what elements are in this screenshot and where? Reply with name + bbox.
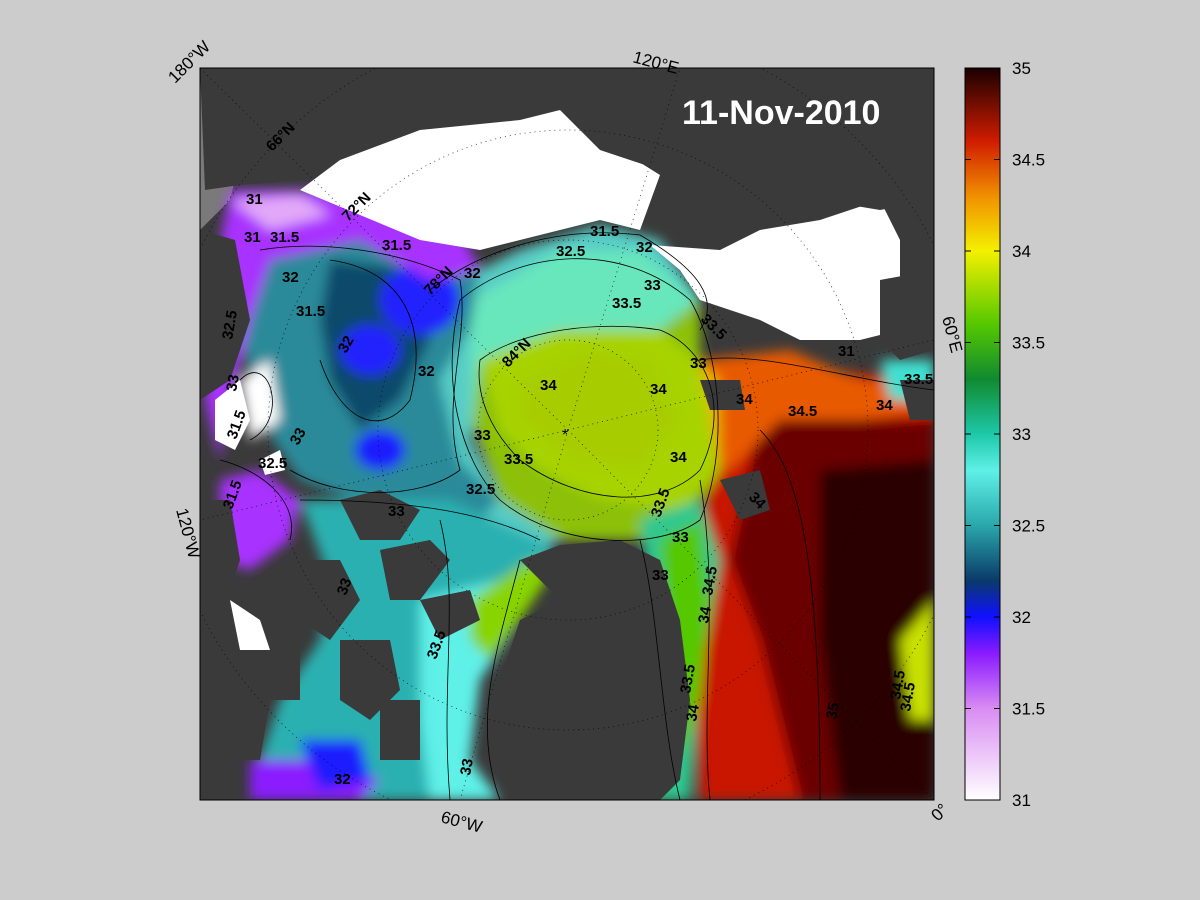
colorbar-tick-label: 31.5 bbox=[1012, 700, 1045, 719]
contour-label: 33.5 bbox=[612, 295, 641, 312]
colorbar-tick-label: 32.5 bbox=[1012, 517, 1045, 536]
colorbar-tick-label: 34 bbox=[1012, 242, 1031, 261]
contour-label: 31.5 bbox=[382, 237, 411, 254]
contour-label: 34.5 bbox=[897, 681, 919, 713]
contour-label: 33 bbox=[474, 427, 491, 444]
contour-label: 33 bbox=[672, 529, 689, 546]
contour-label: 32 bbox=[464, 265, 481, 282]
map-frame bbox=[199, 67, 935, 801]
map-date-title: 11-Nov-2010 bbox=[682, 94, 880, 132]
contour-label: 33 bbox=[223, 373, 243, 392]
contour-label: 32.5 bbox=[466, 481, 495, 498]
contour-label: 33 bbox=[644, 277, 661, 294]
contour-label: 32 bbox=[282, 269, 299, 286]
contour-label: 35 bbox=[823, 701, 843, 720]
contour-label: 32 bbox=[334, 771, 351, 788]
contour-label: 34.5 bbox=[887, 669, 909, 701]
contour-label: 34 bbox=[736, 391, 753, 408]
contour-label: 34.5 bbox=[788, 403, 817, 420]
contour-label: 31.5 bbox=[296, 303, 325, 320]
contour-label: 34.5 bbox=[699, 565, 721, 597]
label-60w: 60°W bbox=[439, 808, 484, 837]
colorbar-tick-label: 34.5 bbox=[1012, 151, 1045, 170]
colorbar-tick-label: 31 bbox=[1012, 791, 1031, 810]
contour-label: 32 bbox=[335, 333, 358, 356]
colorbar-tick-label: 35 bbox=[1012, 59, 1031, 78]
contour-label: 34 bbox=[695, 605, 715, 625]
graticule bbox=[200, 68, 934, 800]
contour-label: 34 bbox=[670, 449, 687, 466]
contour-label: 34 bbox=[650, 381, 667, 398]
colorbar-tick-label: 32 bbox=[1012, 608, 1031, 627]
landmasses bbox=[200, 68, 934, 800]
colorbar-tick-label: 33.5 bbox=[1012, 334, 1045, 353]
contour-label: 32 bbox=[418, 363, 435, 380]
contour-label: 33 bbox=[287, 425, 310, 448]
contour-label: 31.5 bbox=[270, 229, 299, 246]
colorbar-tick-label: 33 bbox=[1012, 425, 1031, 444]
contour-label: 33 bbox=[690, 355, 707, 372]
contour-label: 34 bbox=[876, 397, 893, 414]
contour-label: 31.5 bbox=[590, 223, 619, 240]
map-panel: * 66°N 72°N 78°N 84°N 31 31 31 31.5 31.5… bbox=[200, 68, 934, 800]
label-0: 0° bbox=[927, 800, 952, 825]
contour-label: 32.5 bbox=[258, 455, 287, 472]
contour-label: 34 bbox=[540, 377, 557, 394]
contour-label: 33.5 bbox=[504, 451, 533, 468]
contour-label: 33 bbox=[334, 576, 356, 597]
contour-label: 32 bbox=[636, 239, 653, 256]
colorbar: 35 34.5 34 33.5 33 32.5 32 31.5 31 bbox=[964, 59, 1045, 810]
contour-label: 32.5 bbox=[219, 309, 241, 341]
colorbar-ticks: 35 34.5 34 33.5 33 32.5 32 31.5 31 bbox=[965, 59, 1045, 810]
pole-marker: * bbox=[562, 427, 568, 444]
contour-label: 32.5 bbox=[556, 243, 585, 260]
sea-ice bbox=[215, 110, 900, 650]
contour-label: 31 bbox=[246, 191, 263, 208]
contour-label: 33 bbox=[388, 503, 405, 520]
contour-label: 33 bbox=[457, 757, 477, 776]
contour-lines bbox=[219, 232, 934, 800]
contour-label: 33.5 bbox=[904, 371, 933, 388]
contour-label: 31 bbox=[838, 343, 855, 360]
label-60e: 60°E bbox=[938, 314, 966, 355]
contour-label: 33 bbox=[652, 567, 669, 584]
contour-label: 31 bbox=[244, 229, 261, 246]
contour-label: 33.5 bbox=[677, 663, 699, 695]
contour-label: 34 bbox=[683, 703, 703, 723]
contour-labels: 31 31 31 31.5 31.5 31.5 31.5 31.5 31.5 3… bbox=[219, 191, 933, 788]
label-120w: 120°W bbox=[172, 506, 204, 560]
